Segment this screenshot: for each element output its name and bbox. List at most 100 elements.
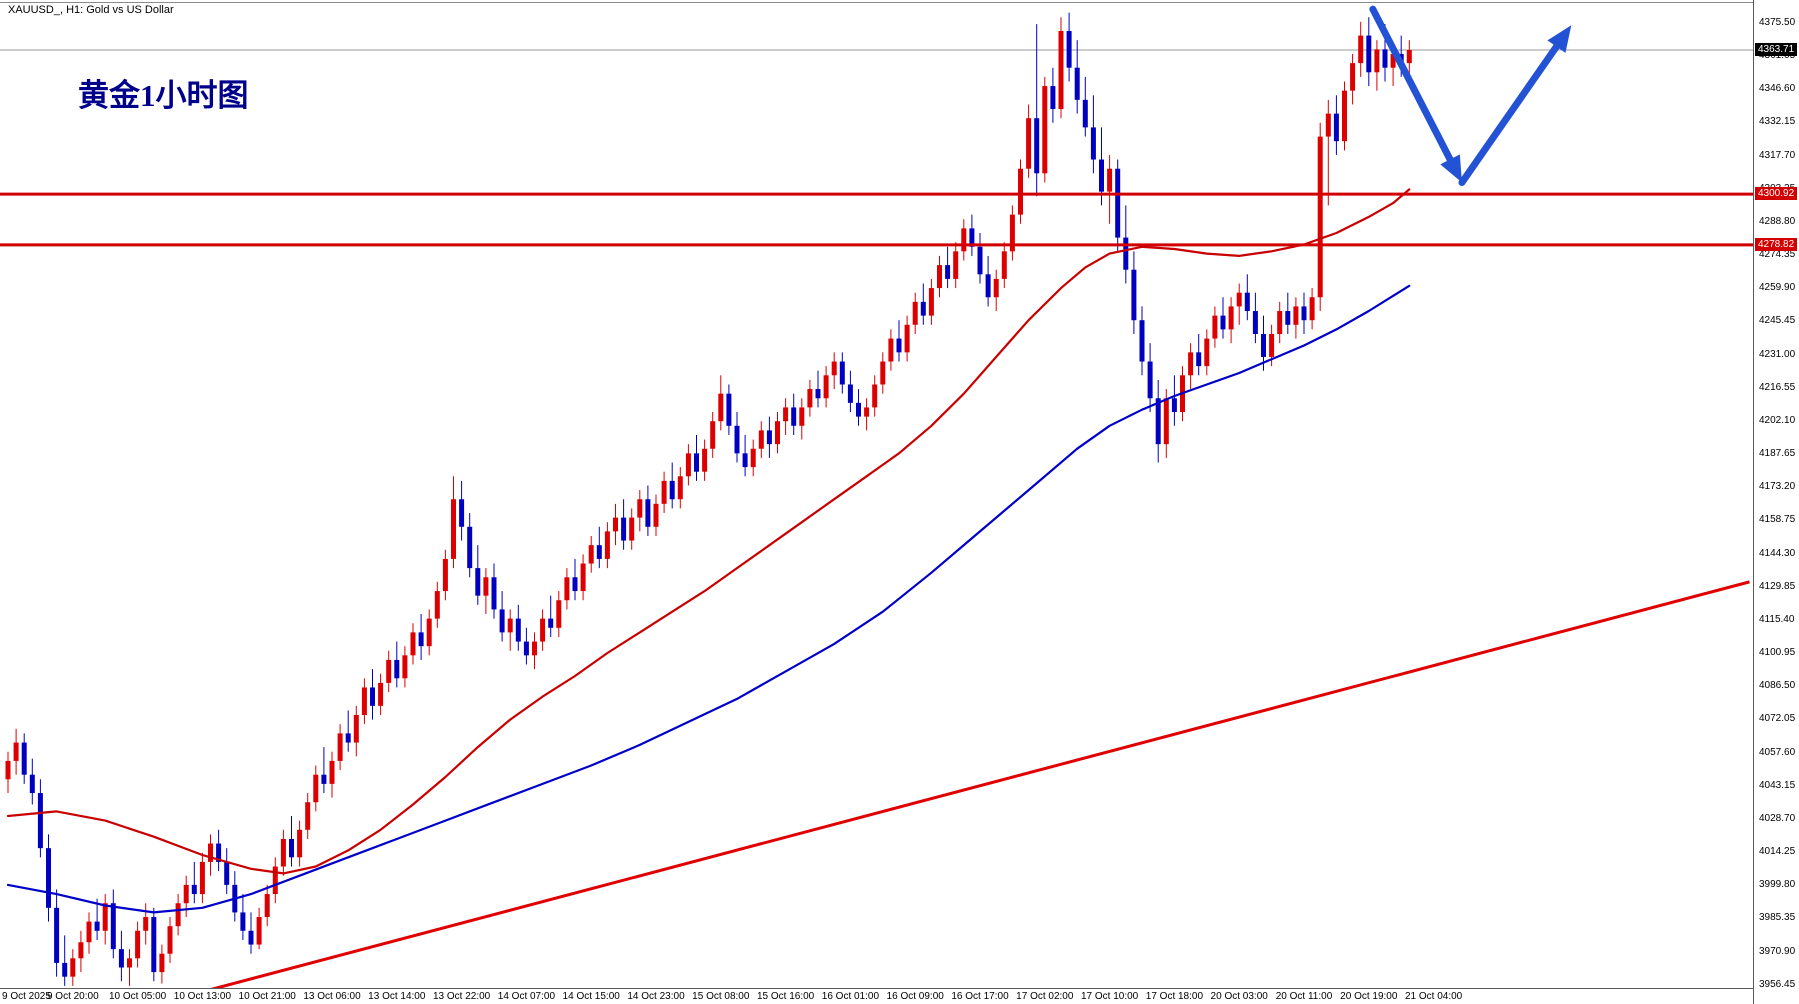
candle-body	[62, 962, 68, 977]
candlestick-chart-canvas[interactable]	[0, 0, 1753, 1004]
candle-body	[1204, 338, 1210, 367]
candle-body	[1163, 398, 1169, 445]
candle-body	[394, 659, 400, 679]
candle-body	[135, 930, 141, 959]
candle-body	[710, 421, 716, 449]
forecast-arrow-down[interactable]	[1369, 5, 1454, 163]
candle-body	[208, 843, 213, 862]
forecast-arrow-down-head	[1440, 154, 1462, 183]
candle-body	[556, 600, 562, 628]
candle-body	[896, 338, 902, 353]
candle-body	[378, 682, 384, 706]
candle-body	[572, 577, 578, 592]
candle-body	[13, 742, 19, 761]
candle-body	[839, 361, 845, 385]
candle-body	[191, 884, 197, 895]
price-tick-label: 4043.15	[1759, 779, 1796, 791]
time-tick-label: 14 Oct 07:00	[497, 991, 556, 1002]
candle-body	[167, 926, 173, 954]
candle-body	[937, 265, 942, 289]
candle-body	[1171, 398, 1177, 413]
candle-body	[928, 288, 934, 316]
candle-body	[345, 733, 351, 743]
candle-body	[1050, 86, 1056, 110]
candle-body	[1123, 237, 1129, 270]
candle-body	[961, 228, 967, 252]
price-tick-label: 4144.30	[1759, 547, 1796, 559]
forecast-arrow-up[interactable]	[1458, 43, 1560, 186]
candle-body	[872, 384, 878, 408]
candle-body	[248, 930, 254, 945]
candle-body	[993, 278, 999, 298]
time-tick-label: 9 Oct 20:00	[46, 991, 99, 1002]
candle-body	[791, 407, 797, 426]
candle-body	[856, 402, 861, 417]
candle-body	[750, 448, 756, 468]
candle-body	[1066, 30, 1072, 68]
price-axis: 4375.504361.054346.604332.154317.704303.…	[1753, 0, 1799, 1004]
ma-slow-line	[6, 284, 1411, 914]
time-tick-label: 17 Oct 18:00	[1145, 991, 1204, 1002]
candle-body	[580, 563, 586, 592]
candle-body	[783, 407, 789, 422]
price-tick-label: 4317.70	[1759, 149, 1796, 161]
candle-body	[313, 774, 319, 803]
candle-body	[159, 953, 165, 973]
candle-body	[815, 389, 821, 399]
candle-body	[629, 517, 635, 541]
time-tick-label: 16 Oct 01:00	[821, 991, 880, 1002]
candle-body	[1277, 311, 1283, 334]
candle-body	[102, 903, 108, 931]
candle-body	[1115, 168, 1121, 238]
candle-body	[685, 453, 691, 477]
candle-body	[1042, 86, 1048, 174]
candle-body	[337, 733, 343, 761]
level-price-badge: 4278.82	[1755, 237, 1798, 251]
candle-body	[1269, 333, 1275, 357]
candle-body	[669, 480, 675, 500]
candle-body	[515, 618, 521, 642]
time-tick-label: 13 Oct 14:00	[368, 991, 426, 1002]
candle-body	[637, 499, 643, 518]
candle-body	[1082, 99, 1088, 128]
time-tick-label: 10 Oct 21:00	[238, 991, 296, 1002]
price-tick-label: 4259.90	[1759, 282, 1796, 294]
candle-body	[256, 917, 262, 945]
time-tick-label: 13 Oct 22:00	[432, 991, 491, 1002]
candle-body	[1099, 159, 1104, 192]
trendline[interactable]	[8, 580, 1750, 1004]
candle-body	[1196, 352, 1202, 367]
candle-body	[467, 526, 473, 569]
candle-body	[742, 453, 748, 468]
price-tick-label: 4028.70	[1759, 812, 1796, 824]
candle-body	[653, 503, 659, 527]
candle-body	[1342, 90, 1347, 142]
candle-body	[1374, 49, 1380, 73]
candle-body	[1131, 269, 1137, 321]
candle-body	[499, 609, 505, 633]
price-tick-label: 4375.50	[1759, 16, 1796, 28]
candle-body	[613, 517, 618, 532]
candle-body	[1261, 333, 1266, 357]
candle-body	[807, 389, 813, 408]
time-tick-label: 13 Oct 06:00	[303, 991, 361, 1002]
candle-body	[604, 531, 610, 559]
level-price-badge: 4300.92	[1755, 187, 1798, 201]
price-tick-label: 3956.45	[1759, 978, 1796, 990]
candle-body	[1285, 311, 1291, 325]
candle-body	[985, 274, 991, 298]
time-tick-label: 14 Oct 15:00	[562, 991, 620, 1002]
price-tick-label: 4057.60	[1759, 746, 1796, 758]
time-tick-label: 16 Oct 17:00	[951, 991, 1009, 1002]
candle-body	[645, 499, 651, 527]
time-tick-label: 9 Oct 2025	[2, 991, 51, 1002]
price-tick-label: 4332.15	[1759, 116, 1796, 128]
candle-body	[775, 421, 780, 445]
candle-body	[1220, 315, 1226, 330]
candle-body	[1074, 67, 1080, 100]
candle-body	[1309, 297, 1315, 321]
candle-body	[183, 884, 189, 904]
candle-body	[386, 659, 392, 683]
candle-body	[718, 393, 724, 422]
candle-body	[888, 338, 894, 362]
